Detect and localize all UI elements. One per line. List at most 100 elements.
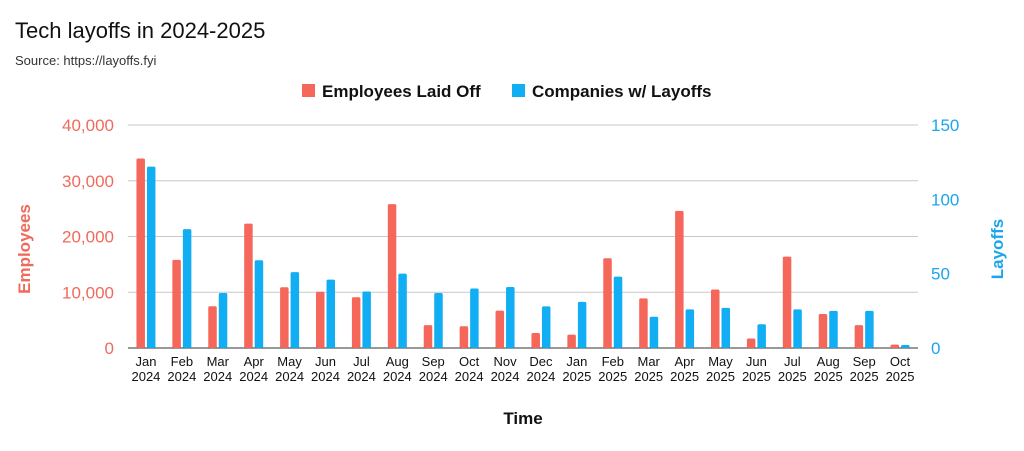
- x-tick-month: Jun: [315, 354, 336, 369]
- bar-employees: [603, 258, 612, 348]
- y-tick-left: 20,000: [62, 228, 114, 247]
- x-tick-month: May: [708, 354, 733, 369]
- bar-employees: [459, 326, 469, 348]
- x-tick-year: 2024: [239, 369, 268, 384]
- bar-employees: [136, 158, 145, 348]
- x-tick-month: Mar: [637, 354, 660, 369]
- bar-employees: [746, 338, 756, 348]
- x-tick-month: Jan: [135, 354, 156, 369]
- bar-employees: [782, 256, 792, 348]
- x-tick-year: 2024: [311, 369, 340, 384]
- bar-companies: [901, 345, 910, 348]
- x-tick-year: 2025: [598, 369, 627, 384]
- bar-employees: [531, 332, 540, 348]
- x-tick-month: Jul: [784, 354, 801, 369]
- x-tick-year: 2024: [167, 369, 196, 384]
- x-tick-year: 2025: [814, 369, 843, 384]
- bar-companies: [829, 310, 838, 348]
- x-tick-year: 2025: [670, 369, 699, 384]
- chart-title: Tech layoffs in 2024-2025: [15, 18, 266, 43]
- x-tick-month: Mar: [207, 354, 230, 369]
- x-tick-month: Sep: [422, 354, 445, 369]
- chart-subtitle: Source: https://layoffs.fyi: [15, 53, 157, 68]
- bar-employees: [567, 334, 576, 348]
- bar-companies: [182, 229, 192, 348]
- x-tick-month: Apr: [244, 354, 265, 369]
- x-axis-title: Time: [503, 409, 542, 428]
- x-tick-month: Oct: [459, 354, 480, 369]
- y-tick-left: 0: [105, 339, 114, 358]
- bar-employees: [244, 223, 253, 348]
- bar-companies: [290, 272, 300, 348]
- bar-employees: [818, 313, 828, 348]
- y-tick-left: 30,000: [62, 172, 114, 191]
- legend: Employees Laid Off Companies w/ Layoffs: [302, 82, 711, 101]
- x-tick-month: Jun: [746, 354, 767, 369]
- bar-companies: [865, 310, 874, 348]
- legend-label-companies: Companies w/ Layoffs: [532, 82, 711, 101]
- legend-swatch-employees: [302, 84, 315, 97]
- bar-companies: [254, 260, 264, 348]
- x-tick-year: 2024: [526, 369, 555, 384]
- bar-companies: [721, 307, 730, 348]
- x-tick-year: 2025: [706, 369, 735, 384]
- bar-employees: [495, 310, 505, 348]
- bar-companies: [434, 292, 443, 348]
- y-axis-left-title: Employees: [15, 204, 34, 294]
- legend-swatch-companies: [512, 84, 525, 97]
- bar-employees: [351, 297, 361, 348]
- y-axis-left-ticks: 0 10,000 20,000 30,000 40,000: [62, 116, 114, 358]
- x-tick-year: 2025: [850, 369, 879, 384]
- y-axis-right-ticks: 0 50 100 150: [931, 116, 959, 358]
- bar-employees: [316, 291, 325, 348]
- legend-label-employees: Employees Laid Off: [322, 82, 481, 101]
- bar-companies: [541, 306, 551, 348]
- bar-companies: [685, 309, 695, 348]
- x-tick-month: May: [277, 354, 302, 369]
- bar-companies: [398, 273, 407, 348]
- x-tick-year: 2024: [455, 369, 484, 384]
- x-tick-month: Dec: [529, 354, 553, 369]
- x-tick-year: 2025: [742, 369, 771, 384]
- x-tick-year: 2025: [778, 369, 807, 384]
- bar-employees: [172, 259, 181, 348]
- bar-companies: [577, 301, 587, 348]
- x-tick-year: 2024: [131, 369, 160, 384]
- x-tick-year: 2024: [491, 369, 520, 384]
- x-tick-year: 2024: [275, 369, 304, 384]
- bar-employees: [675, 210, 684, 348]
- x-axis-ticks: Jan2024Feb2024Mar2024Apr2024May2024Jun20…: [131, 354, 914, 384]
- x-tick-year: 2025: [562, 369, 591, 384]
- bar-employees: [711, 289, 720, 348]
- bar-companies: [146, 166, 156, 348]
- y-tick-right: 150: [931, 116, 959, 135]
- x-tick-month: Apr: [674, 354, 695, 369]
- bar-employees: [423, 325, 433, 348]
- y-tick-right: 100: [931, 190, 959, 209]
- bar-employees: [890, 344, 900, 348]
- x-tick-month: Aug: [817, 354, 840, 369]
- x-tick-month: Oct: [890, 354, 911, 369]
- bar-companies: [506, 287, 515, 348]
- bar-employees: [387, 204, 397, 348]
- x-tick-month: Nov: [493, 354, 517, 369]
- bar-companies: [218, 292, 228, 348]
- bar-employees: [280, 287, 289, 348]
- x-tick-month: Jul: [353, 354, 370, 369]
- bar-companies: [470, 288, 479, 348]
- bar-companies: [613, 276, 623, 348]
- y-tick-right: 0: [931, 339, 940, 358]
- x-tick-year: 2024: [383, 369, 412, 384]
- x-tick-year: 2024: [347, 369, 376, 384]
- bar-employees: [639, 298, 648, 348]
- x-tick-year: 2024: [203, 369, 232, 384]
- bar-companies: [793, 309, 802, 348]
- x-tick-month: Aug: [386, 354, 409, 369]
- x-tick-month: Sep: [853, 354, 876, 369]
- bars: [136, 158, 910, 348]
- bar-employees: [854, 325, 864, 348]
- y-axis-right-title: Layoffs: [988, 219, 1007, 279]
- y-tick-left: 10,000: [62, 283, 114, 302]
- x-tick-year: 2025: [886, 369, 915, 384]
